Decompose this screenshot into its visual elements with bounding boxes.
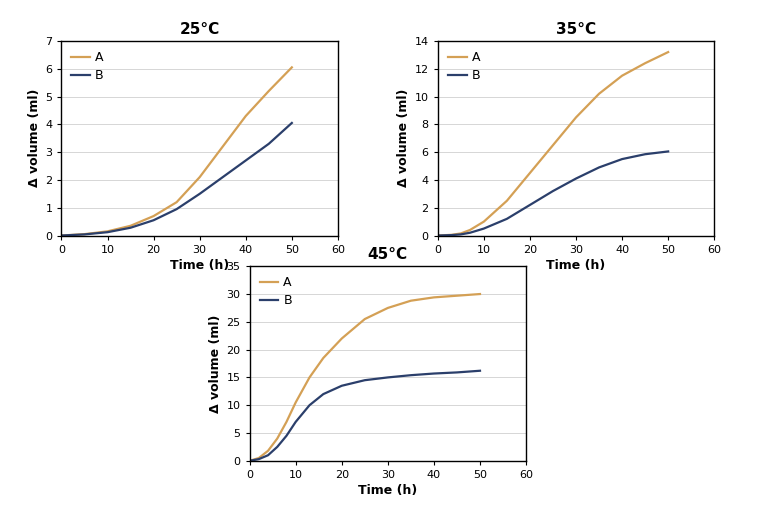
Legend: A, B: A, B [256, 272, 296, 311]
A [433, 232, 442, 239]
A [287, 65, 296, 71]
B [525, 202, 535, 208]
B [254, 456, 263, 462]
B [80, 231, 89, 238]
A [263, 447, 273, 454]
Legend: A, B: A, B [444, 47, 484, 86]
B [195, 191, 204, 197]
B [172, 206, 181, 212]
B [502, 216, 511, 222]
A [452, 293, 462, 299]
A [241, 113, 250, 119]
B [305, 402, 314, 408]
A [406, 297, 415, 304]
A [273, 436, 282, 442]
A [429, 294, 439, 301]
B [282, 433, 291, 439]
A [218, 143, 227, 150]
B [465, 230, 475, 236]
B [126, 225, 135, 231]
A [195, 174, 204, 180]
A [282, 419, 291, 425]
Line: A: A [61, 68, 292, 236]
B [57, 232, 66, 239]
A [594, 91, 604, 97]
A [447, 232, 456, 238]
B [383, 374, 392, 380]
Legend: A, B: A, B [68, 47, 108, 86]
B [447, 232, 456, 238]
A [502, 198, 511, 204]
B [245, 458, 254, 464]
A [475, 291, 485, 297]
Line: B: B [61, 123, 292, 236]
B [103, 229, 112, 235]
Line: B: B [438, 152, 668, 236]
B [571, 176, 581, 182]
A [149, 213, 158, 219]
Y-axis label: Δ volume (ml): Δ volume (ml) [398, 89, 410, 187]
A [548, 142, 558, 148]
Title: 35°C: 35°C [556, 22, 596, 37]
B [641, 151, 650, 157]
A [664, 49, 673, 55]
A [245, 458, 254, 464]
B [406, 372, 415, 378]
B [360, 377, 369, 383]
B [264, 141, 273, 147]
B [664, 148, 673, 155]
B [241, 157, 250, 163]
B [452, 369, 462, 375]
B [479, 225, 488, 231]
A [525, 170, 535, 176]
A [254, 455, 263, 461]
Line: A: A [438, 52, 668, 236]
Y-axis label: Δ volume (ml): Δ volume (ml) [28, 89, 41, 187]
B [149, 217, 158, 223]
B [617, 156, 627, 162]
A [641, 60, 650, 66]
B [287, 120, 296, 126]
B [548, 188, 558, 194]
B [273, 444, 282, 450]
B [433, 232, 442, 239]
A [291, 399, 300, 406]
B [429, 371, 439, 377]
X-axis label: Time (h): Time (h) [170, 259, 230, 272]
Line: B: B [250, 371, 480, 461]
B [291, 419, 300, 425]
A [360, 316, 369, 322]
Line: A: A [250, 294, 480, 461]
A [337, 335, 346, 342]
B [337, 382, 346, 389]
B [594, 164, 604, 170]
B [263, 452, 273, 458]
A [383, 305, 392, 311]
A [479, 219, 488, 225]
A [465, 227, 475, 233]
B [456, 231, 465, 238]
A [126, 223, 135, 229]
X-axis label: Time (h): Time (h) [358, 484, 418, 497]
A [456, 230, 465, 237]
Title: 25°C: 25°C [180, 22, 220, 37]
A [305, 374, 314, 380]
Y-axis label: Δ volume (ml): Δ volume (ml) [210, 314, 222, 413]
X-axis label: Time (h): Time (h) [546, 259, 606, 272]
A [80, 231, 89, 237]
A [264, 88, 273, 94]
A [57, 232, 66, 239]
A [103, 228, 112, 234]
B [319, 391, 328, 397]
B [218, 174, 227, 180]
A [172, 199, 181, 205]
Title: 45°C: 45°C [368, 247, 408, 262]
B [475, 368, 485, 374]
A [319, 355, 328, 361]
A [617, 73, 627, 79]
A [571, 114, 581, 120]
